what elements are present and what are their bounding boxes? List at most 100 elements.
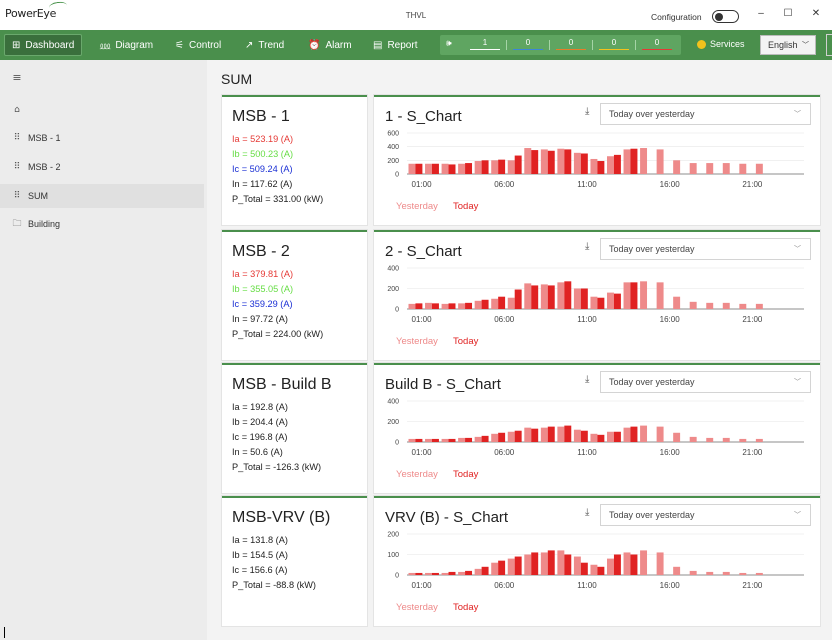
chart-range-select[interactable]: Today over yesterday ﹀: [600, 238, 811, 260]
bar-today[interactable]: [514, 430, 522, 442]
bar-yesterday[interactable]: [491, 433, 499, 442]
bar-yesterday[interactable]: [739, 438, 747, 442]
bar-yesterday[interactable]: [656, 282, 664, 309]
bar-yesterday[interactable]: [673, 432, 681, 442]
bar-yesterday[interactable]: [557, 282, 565, 309]
bar-yesterday[interactable]: [722, 163, 730, 174]
legend-today[interactable]: Today: [453, 469, 479, 480]
bar-yesterday[interactable]: [755, 163, 763, 174]
bar-today[interactable]: [465, 437, 473, 442]
bar-yesterday[interactable]: [689, 163, 697, 174]
bar-yesterday[interactable]: [755, 572, 763, 575]
bar-today[interactable]: [465, 163, 473, 174]
bar-yesterday[interactable]: [673, 566, 681, 575]
legend-yesterday[interactable]: Yesterday: [396, 469, 438, 480]
bar-yesterday[interactable]: [590, 158, 598, 174]
bar-yesterday[interactable]: [706, 163, 714, 174]
bar-today[interactable]: [415, 163, 423, 174]
bar-yesterday[interactable]: [689, 301, 697, 309]
legend-yesterday[interactable]: Yesterday: [396, 602, 438, 613]
bar-yesterday[interactable]: [507, 160, 515, 174]
bar-today[interactable]: [431, 572, 439, 575]
bar-yesterday[interactable]: [573, 429, 581, 442]
bar-today[interactable]: [547, 285, 555, 309]
bar-yesterday[interactable]: [656, 426, 664, 442]
nav-dashboard-button[interactable]: ⊞ Dashboard: [4, 34, 83, 56]
bar-today[interactable]: [514, 556, 522, 575]
bar-yesterday[interactable]: [425, 572, 432, 575]
bar-yesterday[interactable]: [573, 556, 581, 575]
bar-yesterday[interactable]: [557, 426, 565, 442]
bar-today[interactable]: [547, 550, 555, 575]
bar-today[interactable]: [448, 303, 456, 309]
bar-yesterday[interactable]: [474, 300, 482, 309]
bar-today[interactable]: [415, 438, 423, 442]
bar-yesterday[interactable]: [425, 163, 432, 174]
bar-yesterday[interactable]: [673, 296, 681, 309]
bar-today[interactable]: [547, 426, 555, 442]
bar-yesterday[interactable]: [425, 302, 432, 309]
bar-yesterday[interactable]: [491, 160, 499, 174]
sidebar-item-building[interactable]: 🗀 Building: [0, 212, 204, 236]
bar-yesterday[interactable]: [573, 152, 581, 174]
bar-today[interactable]: [514, 289, 522, 309]
sidebar-item-sum[interactable]: ⠿ SUM: [0, 184, 204, 208]
bar-today[interactable]: [630, 554, 638, 576]
bar-yesterday[interactable]: [458, 437, 466, 442]
bar-today[interactable]: [564, 149, 572, 174]
download-icon[interactable]: ⤓: [585, 241, 590, 252]
alarm-counter-bar[interactable]: 🕪 1 0 0 0 0: [440, 35, 681, 55]
bar-today[interactable]: [415, 572, 423, 575]
bar-yesterday[interactable]: [590, 296, 598, 309]
bar-today[interactable]: [431, 163, 439, 174]
bar-yesterday[interactable]: [524, 554, 532, 576]
bar-today[interactable]: [597, 297, 605, 309]
bar-today[interactable]: [481, 299, 489, 309]
bar-yesterday[interactable]: [673, 160, 681, 174]
legend-yesterday[interactable]: Yesterday: [396, 201, 438, 212]
bar-yesterday[interactable]: [706, 571, 714, 575]
bar-yesterday[interactable]: [607, 292, 614, 309]
nav-report-button[interactable]: ▤ Report: [366, 34, 424, 56]
bar-yesterday[interactable]: [722, 571, 730, 575]
bar-yesterday[interactable]: [458, 571, 466, 575]
bar-today[interactable]: [498, 296, 506, 309]
bar-today[interactable]: [580, 153, 588, 175]
bar-today[interactable]: [613, 554, 621, 576]
bar-today[interactable]: [564, 281, 572, 309]
bar-today[interactable]: [630, 426, 638, 442]
services-status[interactable]: Services: [697, 39, 745, 49]
bar-today[interactable]: [580, 430, 588, 442]
bar-yesterday[interactable]: [656, 149, 664, 174]
bar-yesterday[interactable]: [623, 552, 631, 575]
bar-yesterday[interactable]: [474, 568, 482, 575]
bar-yesterday[interactable]: [524, 148, 532, 174]
sidebar-menu-toggle[interactable]: ≡: [0, 65, 204, 89]
bar-today[interactable]: [498, 560, 506, 575]
legend-today[interactable]: Today: [453, 602, 479, 613]
bar-today[interactable]: [613, 431, 621, 442]
bar-yesterday[interactable]: [524, 427, 532, 442]
legend-today[interactable]: Today: [453, 336, 479, 347]
download-icon[interactable]: ⤓: [585, 106, 590, 117]
bar-yesterday[interactable]: [590, 433, 598, 442]
bar-yesterday[interactable]: [540, 552, 548, 575]
bar-yesterday[interactable]: [640, 550, 648, 575]
bar-yesterday[interactable]: [623, 427, 631, 442]
bar-yesterday[interactable]: [755, 303, 763, 309]
bar-yesterday[interactable]: [408, 303, 416, 309]
bar-yesterday[interactable]: [590, 564, 598, 575]
bar-yesterday[interactable]: [474, 161, 482, 174]
bar-yesterday[interactable]: [408, 163, 416, 174]
bar-yesterday[interactable]: [458, 303, 466, 309]
bar-today[interactable]: [514, 155, 522, 174]
bar-today[interactable]: [597, 434, 605, 442]
bar-yesterday[interactable]: [739, 572, 747, 575]
bar-yesterday[interactable]: [441, 163, 449, 174]
nav-alarm-button[interactable]: ⏰ Alarm: [301, 34, 359, 56]
bar-today[interactable]: [531, 428, 539, 442]
bar-today[interactable]: [531, 285, 539, 309]
bar-yesterday[interactable]: [689, 570, 697, 575]
bar-today[interactable]: [431, 303, 439, 309]
maximize-button[interactable]: ☐: [783, 8, 793, 19]
